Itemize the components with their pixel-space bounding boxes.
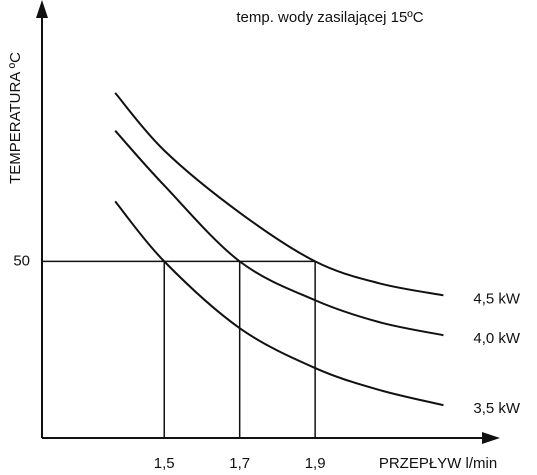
curve bbox=[114, 130, 444, 337]
x-tick-label: 1,7 bbox=[229, 455, 250, 472]
y-axis-arrow bbox=[36, 0, 48, 18]
y-tick-label: 50 bbox=[13, 252, 30, 269]
curve bbox=[114, 200, 444, 407]
curve bbox=[114, 92, 444, 297]
series-label: 4,5 kW bbox=[473, 290, 521, 307]
x-axis-arrow bbox=[482, 432, 500, 444]
chart-title: temp. wody zasilającej 15ºC bbox=[236, 9, 423, 26]
x-tick-label: 1,9 bbox=[305, 455, 326, 472]
y-axis-label: TEMPERATURA ºC bbox=[7, 52, 24, 184]
x-axis-label: PRZEPŁYW l/min bbox=[379, 455, 497, 472]
series-label: 3,5 kW bbox=[473, 400, 521, 417]
series-label: 4,0 kW bbox=[473, 330, 521, 347]
x-tick-label: 1,5 bbox=[154, 455, 175, 472]
